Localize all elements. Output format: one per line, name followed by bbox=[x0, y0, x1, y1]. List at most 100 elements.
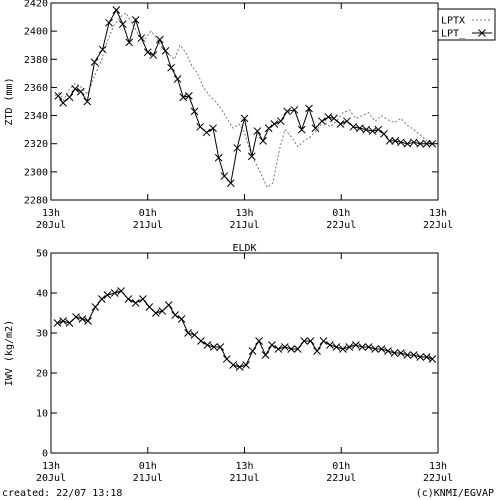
y-tick-label: 10 bbox=[36, 409, 48, 420]
data-point-marker bbox=[343, 117, 351, 126]
data-point-marker bbox=[306, 337, 315, 345]
y-tick-label: 2340 bbox=[24, 111, 48, 122]
data-point-marker bbox=[125, 38, 134, 47]
data-point-marker bbox=[305, 104, 313, 113]
data-point-marker bbox=[264, 124, 273, 133]
y-tick-label: 50 bbox=[36, 249, 48, 260]
data-point-marker bbox=[253, 127, 262, 135]
data-point-marker bbox=[330, 114, 338, 123]
data-point-marker bbox=[403, 351, 412, 359]
data-point-marker bbox=[196, 122, 205, 131]
copyright-credit: (c)KNMI/EGVAP bbox=[415, 488, 494, 499]
data-point-marker bbox=[422, 353, 431, 361]
x-tick-label-date: 21Jul bbox=[133, 220, 163, 231]
data-point-marker bbox=[349, 122, 358, 131]
legend-box bbox=[437, 8, 496, 41]
data-point-marker bbox=[76, 87, 85, 96]
data-point-marker bbox=[313, 347, 321, 355]
data-point-marker bbox=[276, 117, 285, 126]
data-point-marker bbox=[247, 152, 256, 161]
data-point-marker bbox=[155, 35, 164, 44]
data-point-marker bbox=[216, 343, 225, 351]
panel-title: ELDK bbox=[232, 243, 256, 254]
data-point-marker bbox=[220, 172, 229, 180]
y-tick-label: 0 bbox=[42, 449, 48, 460]
data-point-marker bbox=[326, 341, 334, 349]
legend-label: LPT_ bbox=[441, 29, 466, 40]
data-point-marker bbox=[261, 351, 270, 359]
data-point-marker bbox=[222, 355, 231, 363]
x-tick-label-time: 13h bbox=[429, 461, 447, 472]
data-point-marker bbox=[185, 92, 193, 100]
data-point-marker bbox=[355, 124, 364, 133]
data-point-marker bbox=[428, 355, 437, 363]
x-tick-label-date: 21Jul bbox=[229, 473, 259, 484]
data-point-marker bbox=[268, 341, 276, 349]
data-point-marker bbox=[385, 137, 394, 145]
data-point-marker bbox=[422, 139, 431, 148]
data-point-marker bbox=[137, 34, 146, 43]
data-point-marker bbox=[143, 48, 152, 57]
ztd-panel: 2280230023202340236023802400242013h20Jul… bbox=[4, 0, 496, 231]
data-point-marker bbox=[210, 343, 218, 351]
x-tick-label-date: 21Jul bbox=[229, 220, 259, 231]
data-point-marker bbox=[416, 353, 425, 361]
data-point-marker bbox=[391, 137, 400, 145]
data-point-marker bbox=[65, 93, 74, 102]
data-point-marker bbox=[318, 117, 326, 126]
x-tick-label-time: 01h bbox=[139, 208, 157, 219]
data-point-marker bbox=[197, 337, 205, 345]
data-point-marker bbox=[71, 84, 80, 93]
x-tick-label-time: 01h bbox=[332, 208, 350, 219]
plot-frame bbox=[50, 2, 439, 201]
data-point-marker bbox=[110, 289, 119, 297]
data-point-marker bbox=[164, 301, 173, 309]
data-point-marker bbox=[235, 363, 244, 371]
data-point-marker bbox=[339, 345, 347, 353]
data-point-marker bbox=[124, 295, 133, 303]
data-point-marker bbox=[416, 139, 425, 148]
data-point-marker bbox=[377, 345, 386, 353]
data-point-marker bbox=[384, 347, 392, 355]
x-tick-label-date: 22Jul bbox=[326, 220, 356, 231]
data-point-marker bbox=[300, 337, 309, 345]
data-point-marker bbox=[103, 291, 112, 299]
data-point-marker bbox=[287, 345, 296, 353]
y-tick-label: 2320 bbox=[24, 139, 48, 150]
data-point-marker bbox=[171, 311, 180, 319]
data-point-marker bbox=[283, 107, 292, 116]
data-point-marker bbox=[358, 343, 367, 351]
data-point-marker bbox=[397, 349, 405, 357]
y-tick-label: 2380 bbox=[24, 55, 48, 66]
data-point-marker bbox=[324, 113, 333, 121]
y-tick-label: 2300 bbox=[24, 167, 48, 178]
data-point-marker bbox=[248, 347, 257, 355]
data-point-marker bbox=[242, 361, 250, 369]
x-tick-label-date: 21Jul bbox=[133, 473, 163, 484]
data-point-marker bbox=[428, 139, 437, 148]
data-point-marker bbox=[177, 315, 186, 323]
data-point-marker bbox=[259, 137, 267, 145]
data-point-marker bbox=[59, 317, 67, 325]
data-point-marker bbox=[131, 16, 140, 24]
data-point-marker bbox=[117, 287, 125, 295]
data-point-marker bbox=[91, 303, 100, 311]
x-tick-label-time: 13h bbox=[42, 208, 60, 219]
data-point-marker bbox=[59, 99, 67, 107]
y-tick-label: 20 bbox=[36, 369, 48, 380]
data-point-marker bbox=[202, 128, 211, 137]
data-point-marker bbox=[131, 299, 140, 307]
x-tick-label-time: 01h bbox=[332, 461, 350, 472]
data-point-marker bbox=[390, 349, 399, 357]
data-point-marker bbox=[270, 120, 279, 128]
data-point-marker bbox=[173, 75, 182, 83]
data-point-marker bbox=[179, 93, 188, 102]
x-tick-label-time: 01h bbox=[139, 461, 157, 472]
data-point-marker bbox=[53, 319, 62, 327]
data-point-marker bbox=[319, 337, 328, 345]
data-point-marker bbox=[293, 345, 302, 353]
y-axis-label: IWV (kg/m2) bbox=[4, 320, 15, 386]
data-point-marker bbox=[139, 295, 147, 303]
y-tick-label: 2400 bbox=[24, 27, 48, 38]
x-tick-label-date: 20Jul bbox=[36, 473, 66, 484]
